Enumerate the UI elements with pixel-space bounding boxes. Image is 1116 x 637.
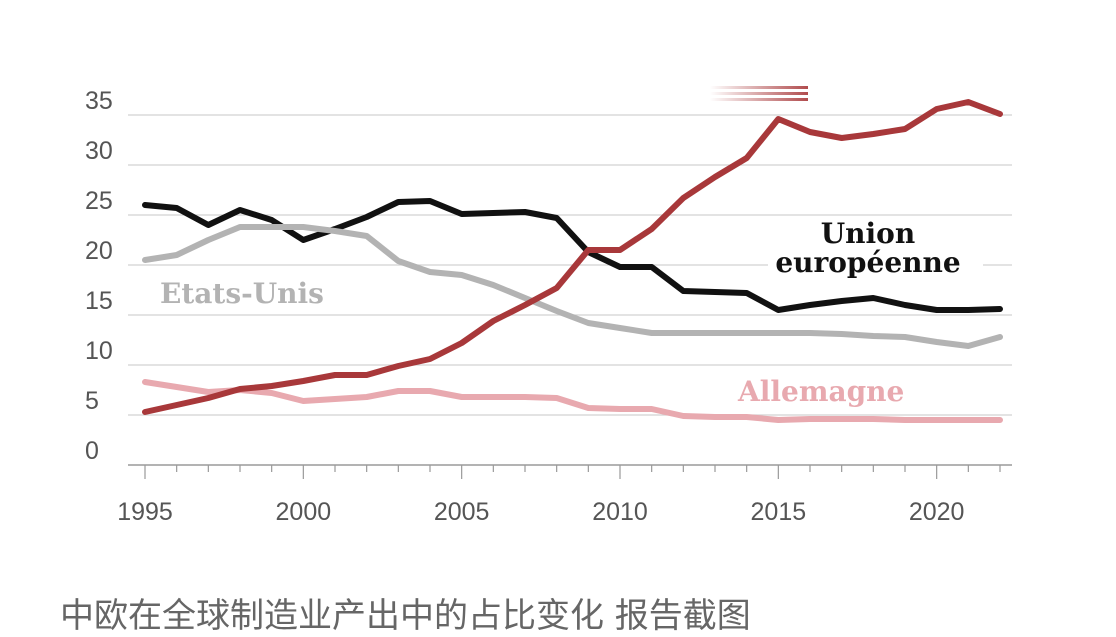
y-tick-label-30: 30 — [85, 137, 113, 165]
x-tick-label-2020: 2020 — [909, 498, 965, 526]
y-tick-label-15: 15 — [85, 287, 113, 315]
y-tick-label-10: 10 — [85, 337, 113, 365]
series-line-chine — [142, 99, 1003, 415]
y-tick-label-35: 35 — [85, 87, 113, 115]
x-tick-label-1995: 1995 — [117, 498, 173, 526]
x-tick-label-2005: 2005 — [434, 498, 490, 526]
series-label-us: Etats-Unis — [154, 277, 334, 312]
series-label-eu: Union européenne — [768, 216, 983, 279]
x-axis: 1995 2000 2005 2010 2015 2020 — [117, 465, 1001, 526]
label-de: Allemagne — [737, 375, 904, 408]
series-line-etats-unis — [142, 224, 1003, 349]
y-tick-label-5: 5 — [85, 387, 99, 415]
y-tick-label-25: 25 — [85, 187, 113, 215]
caption: 中欧在全球制造业产出中的占比变化 报告截图 — [60, 596, 751, 636]
gridlines: 0 5 10 15 20 25 30 35 — [85, 87, 1012, 466]
label-eu-line1: Union — [821, 217, 915, 250]
x-tick-label-2000: 2000 — [276, 498, 332, 526]
cropped-legend-marker — [710, 86, 808, 101]
plot-area — [142, 99, 1003, 423]
x-tick-label-2010: 2010 — [592, 498, 648, 526]
x-tick-label-2015: 2015 — [751, 498, 807, 526]
label-us: Etats-Unis — [160, 277, 324, 310]
label-eu-line2: européenne — [775, 246, 960, 279]
y-tick-label-0: 0 — [85, 437, 99, 465]
y-tick-label-20: 20 — [85, 237, 113, 265]
series-line-allemagne — [142, 379, 1003, 423]
series-label-de: Allemagne — [732, 375, 915, 410]
